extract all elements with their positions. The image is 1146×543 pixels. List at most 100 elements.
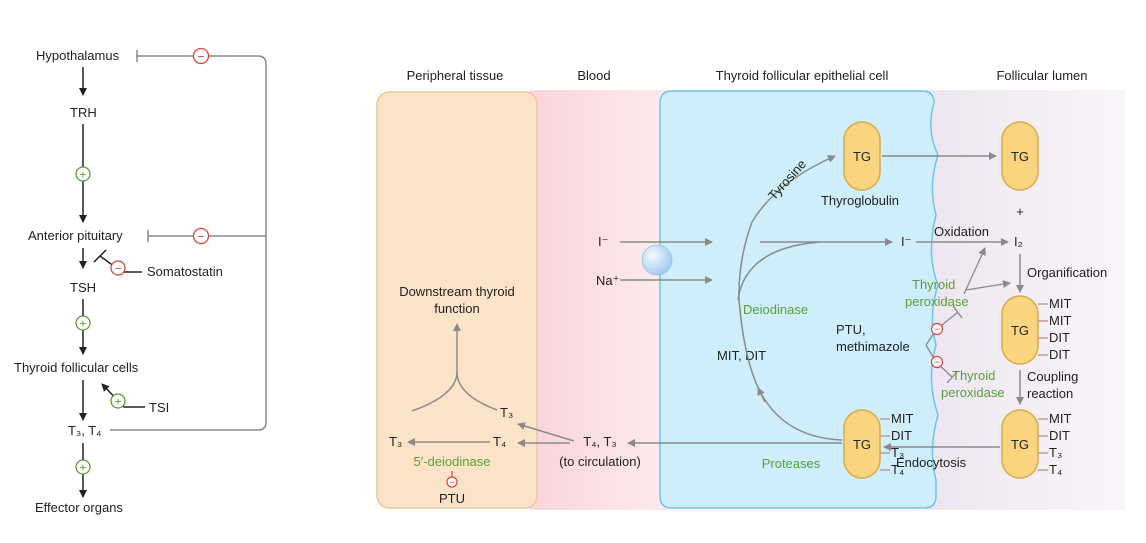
sodium-label: Na⁺ — [596, 273, 619, 288]
plus-sign: + — [79, 317, 86, 331]
inhibit-icon — [446, 476, 458, 488]
inhibit-icon — [930, 322, 944, 336]
trh-label: TRH — [70, 105, 97, 120]
arrow-to-mit-dit — [757, 387, 766, 403]
stimulate-icon — [75, 315, 91, 331]
hypothalamic-pituitary-axis: Hypothalamus TRH + Anterior pituitary − … — [14, 47, 267, 515]
minus-sign: − — [934, 325, 940, 336]
ptu-peripheral-label: PTU — [439, 491, 465, 506]
tg-top-label: TG — [853, 149, 871, 164]
t3-right-branch — [456, 371, 498, 411]
t4-label: T₄ — [493, 434, 506, 449]
tg-mid-dit-1: DIT — [1049, 330, 1070, 345]
peroxidase2-line2: peroxidase — [941, 385, 1005, 400]
peroxidase2-line1: Thyroid — [952, 368, 995, 383]
tsi-label: TSI — [149, 400, 169, 415]
hypothalamus-label: Hypothalamus — [36, 48, 120, 63]
inhibit-icon — [110, 260, 126, 276]
tg-top-capsule — [843, 121, 881, 191]
tg-lumen-bottom-side-chains — [1038, 418, 1048, 471]
ptu-label-line2: methimazole — [836, 339, 910, 354]
iodide-label: I⁻ — [598, 234, 608, 249]
somatostatin-label: Somatostatin — [147, 264, 223, 279]
ptu-label-line1: PTU, — [836, 322, 866, 337]
thyroid-cell-header: Thyroid follicular epithelial cell — [716, 68, 889, 83]
minus-sign: − — [114, 262, 121, 276]
tg-lumen-bottom-t3: T₃ — [1049, 445, 1062, 460]
inhibit-icon — [192, 47, 210, 65]
tg-mid-mit-2: MIT — [1049, 313, 1071, 328]
tg-bottom-capsule — [843, 409, 881, 479]
organification-label: Organification — [1027, 265, 1107, 280]
thyroid-cell-content: I⁻ Na⁺ TG Thyroglobulin Tyrosine I⁻ Deio… — [596, 121, 997, 479]
tg-lumen-bottom-mit: MIT — [1049, 411, 1071, 426]
tg-bottom-t3: T₃ — [891, 445, 904, 460]
to-circulation-label: (to circulation) — [559, 454, 641, 469]
iodide-inner-label: I⁻ — [901, 234, 911, 249]
t3-left-label: T₃ — [389, 434, 402, 449]
tg-lumen-mid-label: TG — [1011, 323, 1029, 338]
anterior-pituitary-label: Anterior pituitary — [28, 228, 123, 243]
endocytosis-label: Endocytosis — [896, 455, 967, 470]
tg-bottom-label: TG — [853, 437, 871, 452]
t3-upper-label: T₃ — [500, 405, 513, 420]
tg-lumen-bottom-t4: T₄ — [1049, 462, 1062, 477]
arrow-peroxidase-oxidation — [963, 247, 986, 295]
stimulate-icon — [75, 459, 91, 475]
tg-bottom-mit: MIT — [891, 411, 913, 426]
tg-bottom-dit: DIT — [891, 428, 912, 443]
inhibit-icon — [930, 355, 944, 369]
thyroid-follicular-cells-label: Thyroid follicular cells — [14, 360, 139, 375]
stimulate-icon — [110, 393, 126, 409]
downstream-label-line1: Downstream thyroid — [399, 284, 515, 299]
inhibit-bar — [93, 249, 107, 263]
deiodinase-5-label: 5′-deiodinase — [414, 454, 491, 469]
minus-sign: − — [197, 230, 204, 244]
peroxidase1-line2: peroxidase — [905, 294, 969, 309]
inhibit-icon — [192, 227, 210, 245]
tg-mid-side-chains — [1038, 303, 1048, 356]
tg-mid-dit-2: DIT — [1049, 347, 1070, 362]
inhibit-bar — [952, 305, 963, 319]
deiodinase-recycle-line — [737, 241, 821, 301]
plus-label: + — [1016, 204, 1024, 219]
minus-sign: − — [934, 358, 940, 369]
plus-sign: + — [79, 461, 86, 475]
plus-sign: + — [79, 168, 86, 182]
blood-region — [530, 90, 670, 510]
feedback-loop — [110, 55, 267, 431]
blood-content: T₄, T₃ (to circulation) — [517, 422, 641, 469]
t3-left-branch — [411, 371, 458, 412]
peroxidase1-line1: Thyroid — [912, 277, 955, 292]
mit-dit-label: MIT, DIT — [717, 348, 766, 363]
thyroid-cell-region — [659, 90, 939, 509]
t4-t3-blood-label: T₄, T₃ — [583, 434, 616, 449]
tsi-stimulate-line — [101, 383, 145, 408]
downstream-label-line2: function — [434, 301, 480, 316]
follicular-lumen-header: Follicular lumen — [996, 68, 1087, 83]
t3-t4-label: T₃, T₄ — [68, 423, 101, 438]
symporter-icon — [641, 244, 673, 276]
tg-lumen-top-label: TG — [1011, 149, 1029, 164]
peripheral-tissue-content: Downstream thyroid function T₃ T₃ T₄ 5′-… — [389, 284, 515, 506]
plus-sign: + — [114, 395, 121, 409]
i2-label: I₂ — [1014, 234, 1023, 249]
effector-organs-label: Effector organs — [35, 500, 123, 515]
arrow-peroxidase-organification — [965, 280, 1011, 291]
minus-sign: − — [197, 50, 204, 64]
arrow-tyrosine — [738, 155, 836, 301]
peripheral-tissue-region — [376, 91, 538, 509]
deiodinase-label: Deiodinase — [743, 302, 808, 317]
follicular-lumen-content: TG + Oxidation I₂ Organification Thyroid… — [883, 121, 1107, 479]
coupling-line2: reaction — [1027, 386, 1073, 401]
peripheral-tissue-header: Peripheral tissue — [407, 68, 504, 83]
proteases-curve — [738, 299, 843, 441]
arrow-blood-to-t3 — [517, 422, 575, 442]
tg-bottom-t4: T₄ — [891, 462, 904, 477]
tg-lumen-bottom-dit: DIT — [1049, 428, 1070, 443]
proteases-label: Proteases — [762, 456, 821, 471]
stimulate-icon — [75, 166, 91, 182]
inhibit-bar — [946, 371, 958, 384]
minus-sign: − — [449, 478, 455, 489]
